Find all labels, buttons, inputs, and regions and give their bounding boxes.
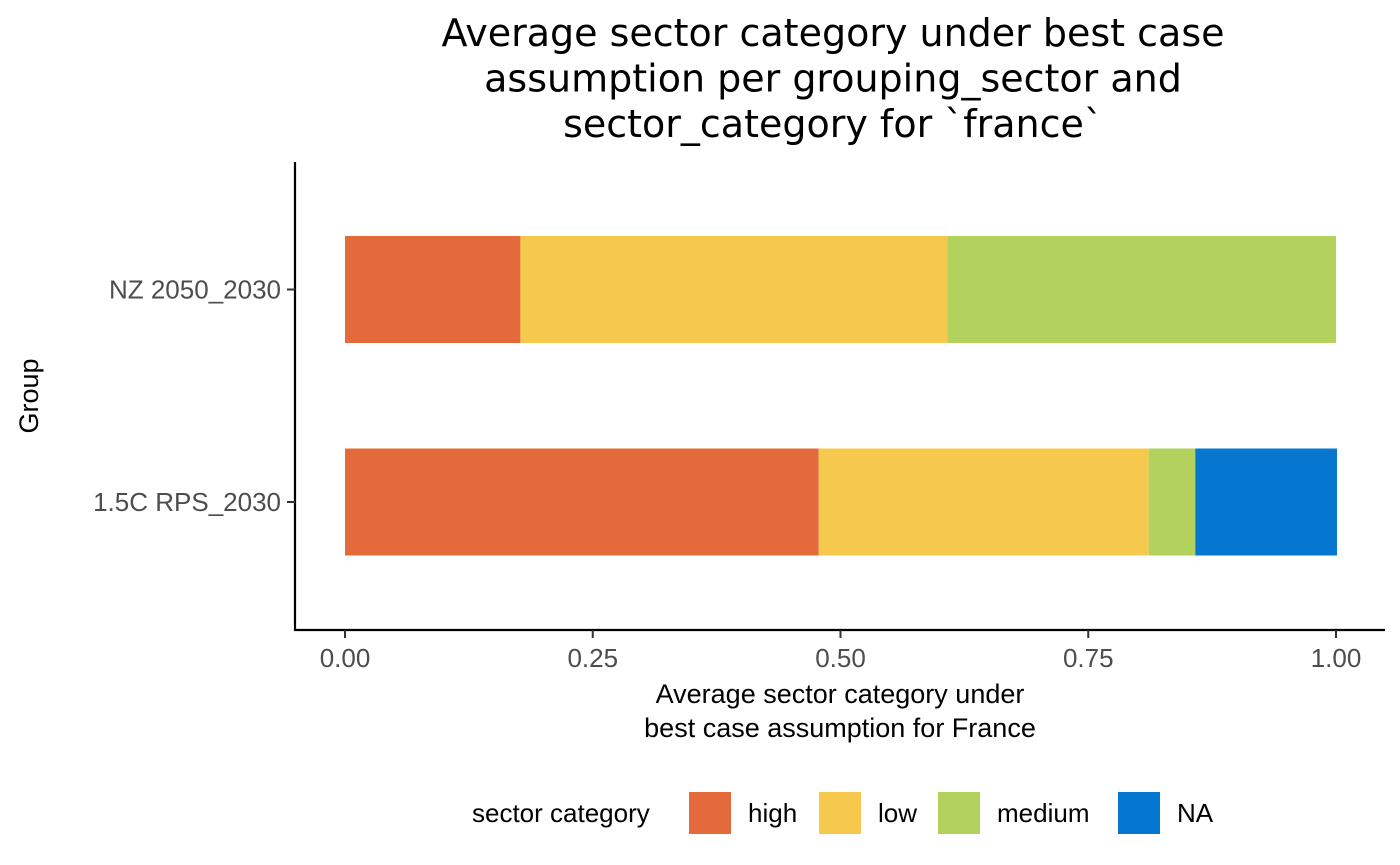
chart-title-line: assumption per grouping_sector and [484,57,1182,101]
x-tick-label: 0.75 [1063,643,1114,673]
bar-segment-high [345,449,819,556]
x-axis-title-line: Average sector category under [656,679,1025,709]
legend-key [819,792,861,834]
legend-label: medium [997,798,1089,828]
legend-item-na: NA [1118,792,1214,834]
legend-item-high: high [689,792,797,834]
bar-segment-medium [1149,449,1196,556]
x-axis-title: Average sector category under best case a… [644,679,1036,743]
legend-key [689,792,731,834]
legend-key [1118,792,1160,834]
legend-item-low: low [819,792,917,834]
x-tick-label: 0.50 [815,643,866,673]
chart-title: Average sector category under best casea… [441,11,1224,146]
x-tick-label: 0.25 [567,643,618,673]
chart-title-line: sector_category for `france` [563,102,1103,146]
bar-segment-medium [948,236,1336,343]
legend-key [938,792,980,834]
y-tick-label: NZ 2050_2030 [109,275,281,305]
bar-segment-low [520,236,947,343]
legend-label: low [878,798,917,828]
bar-segment-na [1195,449,1337,556]
chart-title-line: Average sector category under best case [441,11,1224,55]
legend-label: NA [1177,798,1214,828]
legend-title: sector category [472,798,650,828]
bar-segment-high [345,236,520,343]
legend-label: high [748,798,797,828]
bar-segment-low [819,449,1149,556]
bars [345,236,1337,556]
legend-item-medium: medium [938,792,1089,834]
axes [294,162,1385,631]
y-axis-title: Group [14,358,44,433]
x-axis-ticks: 0.00 0.25 0.50 0.75 1.00 [320,630,1362,673]
legend: sector category high low medium NA [472,792,1214,834]
y-tick-label: 1.5C RPS_2030 [93,487,281,517]
y-axis-ticks: NZ 2050_2030 1.5C RPS_2030 [93,275,295,518]
x-axis-title-line: best case assumption for France [644,713,1036,743]
x-tick-label: 0.00 [320,643,371,673]
x-tick-label: 1.00 [1311,643,1362,673]
